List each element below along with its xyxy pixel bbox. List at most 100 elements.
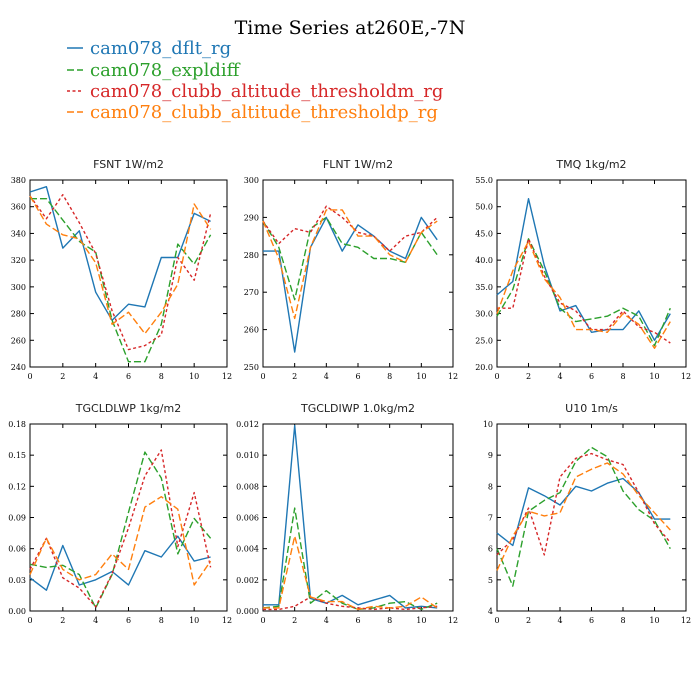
x-tick-label: 10 bbox=[416, 616, 426, 625]
y-tick-label: 0.002 bbox=[236, 576, 259, 585]
series-line bbox=[496, 452, 671, 556]
plot-frame bbox=[262, 179, 454, 368]
chart-panel: FSNT 1W/m2 240 260 280 300 320 340 360 380 0 2 4 6 8 1… bbox=[11, 158, 232, 381]
y-tick-label: 25.0 bbox=[475, 336, 493, 345]
y-tick-label: 7 bbox=[488, 514, 493, 523]
legend-label: cam078_clubb_altitude_thresholdm_rg bbox=[90, 81, 443, 102]
x-tick-label: 6 bbox=[589, 616, 594, 625]
series-line bbox=[496, 462, 671, 571]
series-line bbox=[29, 185, 211, 321]
x-tick-label: 0 bbox=[260, 616, 265, 625]
x-tick-label: 12 bbox=[681, 616, 691, 625]
y-tick-label: 300 bbox=[244, 176, 259, 185]
y-tick-label: 0.000 bbox=[236, 607, 259, 616]
series-line bbox=[262, 216, 438, 301]
y-tick-label: 270 bbox=[244, 288, 259, 297]
x-tick-label: 4 bbox=[324, 616, 329, 625]
series-line bbox=[263, 424, 438, 609]
x-tick-label: 4 bbox=[557, 616, 562, 625]
x-tick-label: 4 bbox=[93, 616, 98, 625]
series-line bbox=[497, 238, 671, 344]
x-tick-label: 2 bbox=[292, 616, 297, 625]
plot-frame bbox=[29, 423, 228, 612]
x-tick-label: 0 bbox=[27, 372, 32, 381]
x-tick-label: 6 bbox=[126, 616, 131, 625]
x-tick-label: 12 bbox=[448, 616, 458, 625]
y-tick-label: 320 bbox=[11, 256, 26, 265]
series-line bbox=[262, 209, 438, 320]
y-tick-label: 0.15 bbox=[8, 451, 26, 460]
y-tick-label: 280 bbox=[11, 310, 26, 319]
y-tick-label: 290 bbox=[244, 213, 259, 222]
panel-title: FLNT 1W/m2 bbox=[323, 158, 393, 171]
y-tick-label: 40.0 bbox=[475, 256, 493, 265]
x-tick-label: 8 bbox=[620, 616, 625, 625]
x-tick-label: 8 bbox=[159, 372, 164, 381]
y-tick-label: 260 bbox=[244, 326, 259, 335]
y-tick-label: 250 bbox=[244, 363, 259, 372]
legend-label: cam078_expldiff bbox=[90, 60, 241, 81]
y-tick-label: 0.006 bbox=[236, 514, 259, 523]
x-tick-label: 4 bbox=[557, 372, 562, 381]
chart-panel: TMQ 1kg/m2 20.0 25.0 30.0 35.0 40.0 45.0 50.0 55… bbox=[475, 158, 691, 381]
series-line bbox=[30, 197, 212, 363]
y-tick-label: 5 bbox=[488, 576, 493, 585]
x-tick-label: 12 bbox=[222, 372, 232, 381]
legend-entry: cam078_expldiff bbox=[67, 60, 241, 81]
x-tick-label: 6 bbox=[126, 372, 131, 381]
y-tick-label: 8 bbox=[488, 482, 493, 491]
y-tick-label: 20.0 bbox=[475, 363, 493, 372]
y-tick-label: 0.004 bbox=[236, 545, 259, 554]
plot-frame bbox=[262, 423, 454, 612]
panel-title: TGCLDLWP 1kg/m2 bbox=[75, 402, 181, 415]
legend: cam078_dflt_rg cam078_expldiff cam078_cl… bbox=[67, 38, 443, 123]
panel-title: TGCLDIWP 1.0kg/m2 bbox=[300, 402, 415, 415]
x-tick-label: 2 bbox=[60, 616, 65, 625]
x-tick-label: 4 bbox=[93, 372, 98, 381]
y-tick-label: 0.008 bbox=[236, 482, 259, 491]
y-tick-label: 0.010 bbox=[236, 451, 259, 460]
x-tick-label: 2 bbox=[526, 372, 531, 381]
y-tick-label: 6 bbox=[488, 545, 493, 554]
y-tick-label: 10 bbox=[483, 420, 493, 429]
y-tick-label: 4 bbox=[488, 607, 493, 616]
x-tick-label: 2 bbox=[526, 616, 531, 625]
x-tick-label: 10 bbox=[189, 616, 199, 625]
x-tick-label: 10 bbox=[649, 616, 659, 625]
series-line bbox=[29, 195, 212, 335]
x-tick-label: 12 bbox=[448, 372, 458, 381]
y-tick-label: 30.0 bbox=[475, 310, 493, 319]
y-tick-label: 340 bbox=[11, 229, 26, 238]
series-line bbox=[29, 193, 212, 351]
chart-panel: TGCLDIWP 1.0kg/m2 0.000 0.002 0.004 0.006 0.0… bbox=[236, 402, 458, 625]
y-tick-label: 0.03 bbox=[8, 576, 26, 585]
y-tick-label: 55.0 bbox=[475, 176, 493, 185]
x-tick-label: 6 bbox=[355, 616, 360, 625]
panel-title: FSNT 1W/m2 bbox=[93, 158, 164, 171]
plot-frame bbox=[496, 179, 687, 368]
x-tick-label: 10 bbox=[189, 372, 199, 381]
y-tick-label: 240 bbox=[11, 363, 26, 372]
x-tick-label: 8 bbox=[159, 616, 164, 625]
series-line bbox=[496, 446, 671, 587]
y-tick-label: 360 bbox=[11, 203, 26, 212]
legend-entry: cam078_clubb_altitude_thresholdm_rg bbox=[67, 81, 443, 102]
x-tick-label: 0 bbox=[494, 616, 499, 625]
x-tick-label: 0 bbox=[494, 372, 499, 381]
x-tick-label: 6 bbox=[589, 372, 594, 381]
series-line bbox=[263, 535, 438, 611]
x-tick-label: 2 bbox=[292, 372, 297, 381]
series-line bbox=[263, 596, 438, 611]
y-tick-label: 0.18 bbox=[8, 420, 26, 429]
y-tick-label: 0.012 bbox=[236, 420, 259, 429]
series-line bbox=[29, 535, 211, 591]
y-tick-label: 0.09 bbox=[8, 514, 26, 523]
legend-label: cam078_clubb_altitude_thresholdp_rg bbox=[90, 102, 438, 123]
y-tick-label: 380 bbox=[11, 176, 26, 185]
y-tick-label: 50.0 bbox=[475, 203, 493, 212]
legend-entry: cam078_clubb_altitude_thresholdp_rg bbox=[67, 102, 438, 123]
panel-title: U10 1m/s bbox=[565, 402, 618, 415]
chart-panel: U10 1m/s 4 5 6 7 8 9 10 0 2 4 6 8 10 12 bbox=[483, 402, 691, 625]
